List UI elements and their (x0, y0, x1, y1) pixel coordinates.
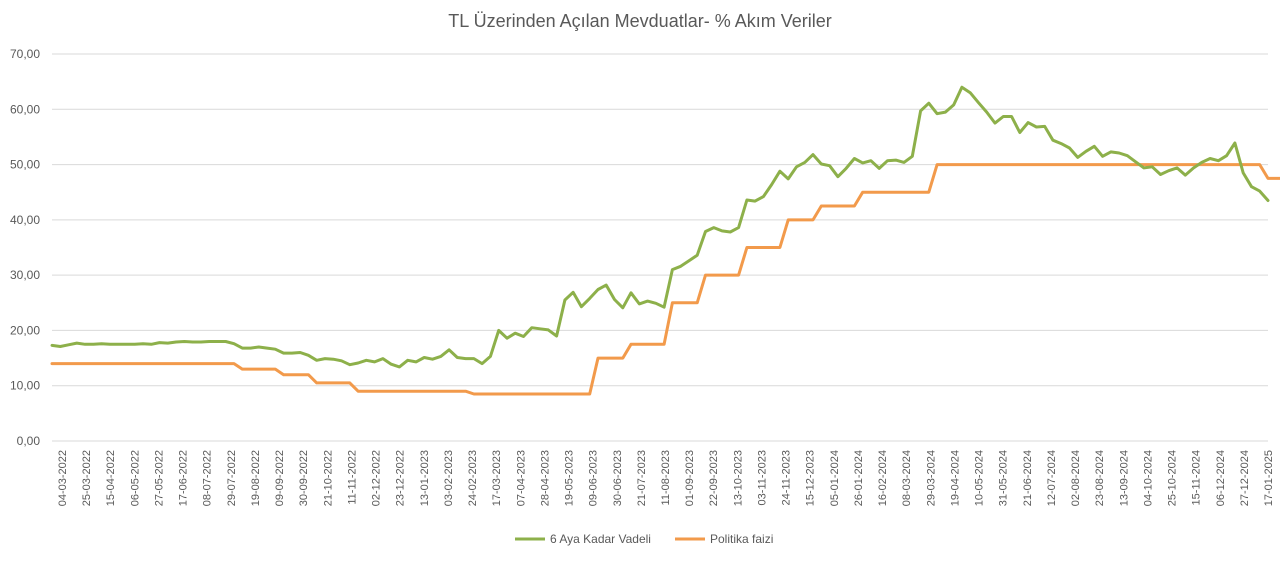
x-tick-label: 23-12-2022 (395, 450, 407, 506)
x-axis-ticks: 04-03-2022 25-03-2022 15-04-2022 06-05-2022… (57, 450, 1275, 506)
x-tick-label: 07-04-2023 (515, 450, 527, 506)
x-tick-label: 08-07-2022 (202, 450, 214, 506)
chart-title: TL Üzerinden Açılan Mevduatlar- % Akım V… (448, 11, 832, 31)
x-tick-label: 03-02-2023 (443, 450, 455, 506)
x-tick-label: 05-01-2024 (829, 450, 841, 506)
x-tick-label: 04-10-2024 (1142, 450, 1154, 506)
x-tick-label: 27-05-2022 (153, 450, 165, 506)
legend-label: 6 Aya Kadar Vadeli (550, 532, 651, 546)
x-tick-label: 19-08-2022 (250, 450, 262, 506)
x-tick-label: 29-07-2022 (226, 450, 238, 506)
x-tick-label: 19-04-2024 (949, 450, 961, 506)
x-tick-label: 15-11-2024 (1191, 450, 1203, 505)
series-lines (50, 85, 1280, 396)
x-tick-label: 06-05-2022 (129, 450, 141, 506)
x-tick-label: 13-01-2023 (419, 450, 431, 506)
y-tick-label: 10,00 (10, 379, 40, 393)
x-tick-label: 19-05-2023 (564, 450, 576, 506)
y-tick-label: 20,00 (10, 323, 40, 337)
x-tick-label: 01-09-2023 (684, 450, 696, 506)
legend-label: Politika faizi (710, 532, 773, 546)
x-tick-label: 27-12-2024 (1239, 450, 1251, 506)
x-tick-label: 13-09-2024 (1118, 450, 1130, 506)
x-tick-label: 29-03-2024 (925, 450, 937, 506)
x-tick-label: 30-06-2023 (612, 450, 624, 506)
x-tick-label: 09-09-2022 (274, 450, 286, 506)
x-tick-label: 17-06-2022 (178, 450, 190, 506)
y-tick-label: 0,00 (17, 434, 41, 448)
x-tick-label: 21-06-2024 (1022, 450, 1034, 506)
x-tick-label: 09-06-2023 (588, 450, 600, 506)
x-tick-label: 15-04-2022 (105, 450, 117, 506)
x-tick-label: 03-11-2023 (756, 450, 768, 505)
x-tick-label: 17-01-2025 (1263, 450, 1275, 506)
x-tick-label: 30-09-2022 (298, 450, 310, 506)
y-tick-label: 40,00 (10, 213, 40, 227)
x-tick-label: 16-02-2024 (877, 450, 889, 506)
x-tick-label: 13-10-2023 (732, 450, 744, 506)
series-line-deposit-rate (50, 85, 1270, 369)
x-tick-label: 25-10-2024 (1167, 450, 1179, 506)
y-tick-label: 60,00 (10, 102, 40, 116)
x-tick-label: 28-04-2023 (539, 450, 551, 506)
x-tick-label: 25-03-2022 (81, 450, 93, 506)
y-tick-label: 70,00 (10, 47, 40, 61)
series-line-policy-rate (50, 163, 1280, 396)
x-tick-label: 24-11-2023 (781, 450, 793, 505)
x-tick-label: 17-03-2023 (491, 450, 503, 506)
x-tick-label: 02-08-2024 (1070, 450, 1082, 506)
x-tick-label: 23-08-2024 (1094, 450, 1106, 506)
x-tick-label: 15-12-2023 (805, 450, 817, 506)
y-tick-label: 50,00 (10, 158, 40, 172)
x-tick-label: 02-12-2022 (371, 450, 383, 506)
x-tick-label: 21-07-2023 (636, 450, 648, 506)
x-tick-label: 21-10-2022 (322, 450, 334, 506)
x-tick-label: 24-02-2023 (467, 450, 479, 506)
x-tick-label: 11-08-2023 (660, 450, 672, 505)
x-tick-label: 31-05-2024 (998, 450, 1010, 506)
x-tick-label: 22-09-2023 (708, 450, 720, 506)
x-tick-label: 26-01-2024 (853, 450, 865, 506)
x-tick-label: 10-05-2024 (974, 450, 986, 506)
x-tick-label: 12-07-2024 (1046, 450, 1058, 506)
grid (52, 53, 1268, 442)
x-tick-label: 06-12-2024 (1215, 450, 1227, 506)
legend: 6 Aya Kadar Vadeli Politika faizi (515, 532, 773, 546)
x-tick-label: 08-03-2024 (901, 450, 913, 506)
y-tick-label: 30,00 (10, 268, 40, 282)
x-tick-label: 04-03-2022 (57, 450, 69, 506)
y-axis-ticks: 0,00 10,00 20,00 30,00 40,00 50,00 60,00 70,00 (10, 47, 40, 448)
x-tick-label: 11-11-2022 (346, 450, 358, 505)
